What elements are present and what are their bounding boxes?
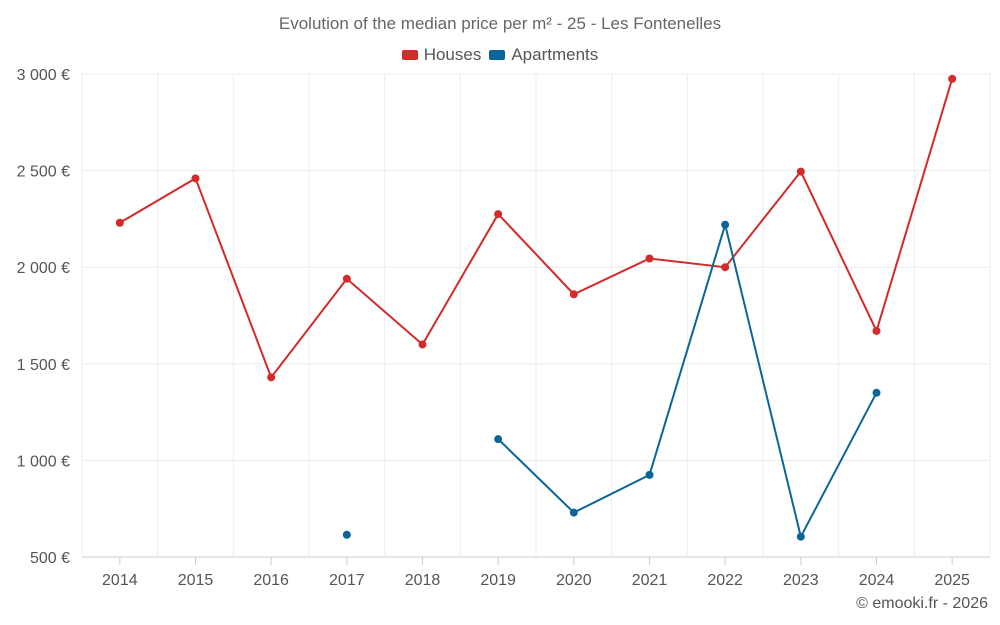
series-layer [115,74,957,541]
x-tick-label: 2024 [859,572,895,589]
legend-swatch-apartments [489,50,506,60]
legend-item-houses[interactable]: Houses [401,45,482,65]
y-tick-label: 1 500 € [17,357,70,374]
data-point-houses[interactable] [872,326,881,335]
credit-text: © emooki.fr - 2026 [856,595,988,612]
y-tick-label: 1 000 € [17,453,70,470]
series-line-houses [119,78,954,380]
data-point-houses[interactable] [342,274,351,283]
grid [81,73,991,558]
y-tick-label: 3 000 € [17,67,70,84]
x-tick-label: 2025 [934,572,970,589]
data-point-houses[interactable] [115,218,124,227]
data-point-apartments[interactable] [342,530,351,539]
x-tick-label: 2019 [480,572,516,589]
data-point-apartments[interactable] [494,435,503,444]
data-point-houses[interactable] [721,263,730,272]
x-tick-label: 2014 [102,572,138,589]
legend-swatch-houses [401,50,418,60]
data-point-apartments[interactable] [872,388,881,397]
x-tick-label: 2023 [783,572,819,589]
x-tick-label: 2021 [632,572,668,589]
x-tick-label: 2017 [329,572,365,589]
legend-label-apartments: Apartments [511,45,599,64]
x-tick-label: 2020 [556,572,592,589]
data-point-houses[interactable] [645,254,654,263]
y-tick-label: 2 000 € [17,260,70,277]
y-tick-label: 500 € [30,550,70,567]
legend-label-houses: Houses [423,45,482,64]
data-point-houses[interactable] [569,290,578,299]
legend: Houses Apartments [0,45,1000,65]
data-point-houses[interactable] [418,340,427,349]
data-point-apartments[interactable] [796,532,805,541]
x-tick-label: 2016 [253,572,289,589]
data-point-houses[interactable] [191,174,200,183]
data-point-apartments[interactable] [721,220,730,229]
chart-title: Evolution of the median price per m² - 2… [278,14,722,33]
data-point-houses[interactable] [267,373,276,382]
data-point-houses[interactable] [796,167,805,176]
x-tick-label: 2015 [178,572,214,589]
data-point-houses[interactable] [948,74,957,83]
data-point-apartments[interactable] [569,508,578,517]
data-point-houses[interactable] [494,210,503,219]
series-line-apartments [497,220,878,540]
x-axis-ticks: 2014 2015 2016 2017 2018 2019 2020 2021 2022 2023… [102,557,970,589]
x-tick-label: 2022 [707,572,743,589]
data-point-apartments[interactable] [645,470,654,479]
x-tick-label: 2018 [405,572,441,589]
y-tick-label: 2 500 € [17,164,70,181]
y-axis-ticks: 500 € 1 000 € 1 500 € 2 000 € 2 500 € 3 000 € [17,67,70,567]
legend-item-apartments[interactable]: Apartments [489,45,598,65]
